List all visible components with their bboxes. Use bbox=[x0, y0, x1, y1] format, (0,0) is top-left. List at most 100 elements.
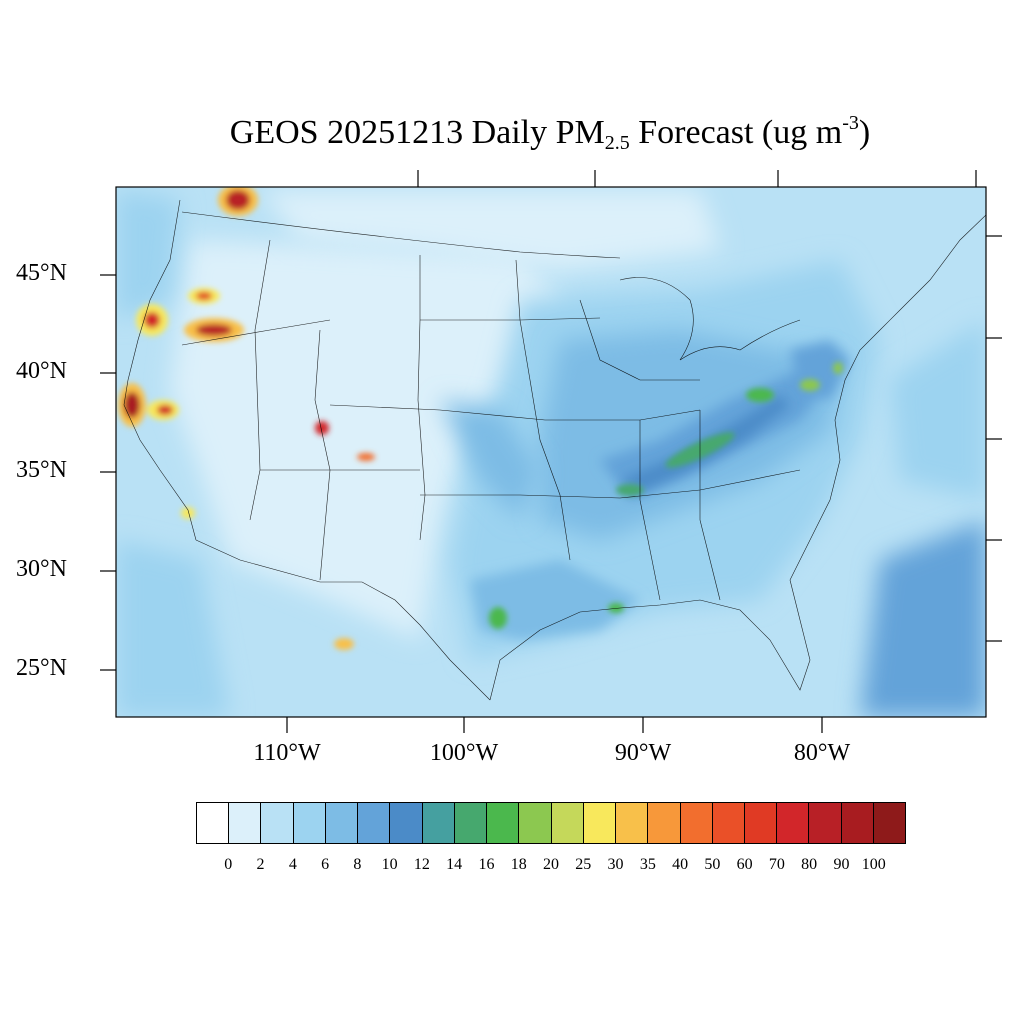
state-line-11 bbox=[699, 410, 721, 601]
hotspot-oregon-north-inner bbox=[196, 292, 212, 300]
colorbar-swatch-4 bbox=[325, 803, 359, 843]
lon-label-100w: 100°W bbox=[429, 740, 499, 766]
hotspot-oregon-east-inner bbox=[196, 324, 232, 336]
field-pacific-nw bbox=[116, 190, 180, 320]
state-line-2 bbox=[181, 319, 331, 346]
colorbar-swatch-0 bbox=[197, 803, 230, 843]
map-frame bbox=[115, 186, 987, 718]
colorbar-tick-label: 4 bbox=[288, 856, 297, 873]
lat-label-40: 40°N bbox=[16, 358, 67, 384]
colorbar-swatch-11 bbox=[551, 803, 584, 843]
title-subscript: 2.5 bbox=[604, 132, 630, 154]
hotspot-tn-green bbox=[616, 484, 644, 496]
colorbar-swatch-16 bbox=[712, 803, 745, 843]
colorbar-tick-label: 14 bbox=[446, 856, 463, 873]
colorbar-tick-label: 20 bbox=[543, 856, 559, 873]
colorbar-tick-label: 0 bbox=[224, 856, 233, 873]
colorbar-swatch-21 bbox=[873, 803, 906, 843]
colorbar-swatch-17 bbox=[744, 803, 778, 843]
colorbar-swatch-9 bbox=[487, 803, 520, 843]
colorbar-swatch-8 bbox=[454, 803, 488, 843]
hotspot-texas-green bbox=[489, 607, 507, 629]
colorbar-tick-label: 70 bbox=[768, 856, 785, 873]
lon-label-80w: 80°W bbox=[793, 740, 851, 766]
field-gulf-coast bbox=[470, 560, 640, 640]
state-line-3 bbox=[314, 329, 331, 581]
lon-label-90w: 90°W bbox=[614, 740, 672, 766]
colorbar-swatch-6 bbox=[390, 803, 423, 843]
hotspot-idaho-north-inner bbox=[226, 190, 250, 210]
great-lakes bbox=[619, 277, 801, 361]
state-line-9 bbox=[420, 317, 601, 321]
colorbar-tick-label: 2 bbox=[256, 856, 265, 873]
hotspot-louisiana-green bbox=[608, 603, 624, 613]
hotspot-pa-green bbox=[800, 379, 820, 391]
lon-label-110w: 110°W bbox=[253, 740, 321, 766]
hotspot-nj-green bbox=[833, 362, 843, 374]
fire-hotspots bbox=[118, 187, 375, 650]
colorbar-swatch-20 bbox=[841, 803, 874, 843]
field-plains-band bbox=[440, 400, 540, 520]
colorbar-tick-label: 80 bbox=[801, 856, 818, 873]
hotspot-colorado-sw bbox=[315, 421, 329, 435]
state-line-4 bbox=[417, 255, 426, 541]
colorbar-tick-label: 30 bbox=[607, 856, 624, 873]
title-mid: Forecast (ug m bbox=[629, 114, 843, 151]
lat-label-30: 30°N bbox=[16, 556, 67, 582]
hotspot-newmexico-n bbox=[357, 453, 375, 461]
colorbar-swatch-13 bbox=[616, 803, 649, 843]
hotspot-sierra-inner bbox=[157, 405, 173, 415]
colorbar-tick-label: 10 bbox=[381, 856, 398, 873]
state-line-7 bbox=[420, 469, 801, 499]
hotspot-indiana-green bbox=[746, 388, 774, 402]
colorbar-tick-label: 90 bbox=[833, 856, 850, 873]
atlantic-coast bbox=[789, 214, 986, 581]
title-prefix: GEOS 20251213 Daily PM bbox=[229, 114, 605, 151]
map-ticks bbox=[100, 170, 1002, 733]
field-atlantic-se bbox=[860, 520, 986, 717]
colorbar-tick-label: 12 bbox=[413, 856, 430, 873]
colorbar-tick-label: 25 bbox=[575, 856, 592, 873]
field-atlantic-ne bbox=[890, 320, 986, 500]
colorbar-swatch-14 bbox=[648, 803, 681, 843]
colorbar-tick-label: 60 bbox=[736, 856, 753, 873]
state-line-10 bbox=[639, 420, 661, 601]
colorbar-swatch-18 bbox=[777, 803, 810, 843]
colorbar-swatch-10 bbox=[519, 803, 552, 843]
state-line-12 bbox=[579, 299, 700, 381]
colorbar-tick-label: 35 bbox=[639, 856, 656, 873]
colorbar-swatch-12 bbox=[583, 803, 617, 843]
state-line-6 bbox=[329, 404, 701, 421]
field-west-light bbox=[170, 240, 560, 640]
colorbar-swatch-3 bbox=[293, 803, 326, 843]
colorbar-tick-label: 50 bbox=[704, 856, 721, 873]
colorbar-swatch-2 bbox=[261, 803, 294, 843]
lat-label-35: 35°N bbox=[16, 457, 67, 483]
colorbar-swatch-7 bbox=[422, 803, 455, 843]
title-suffix: ) bbox=[858, 114, 871, 151]
state-line-5 bbox=[515, 259, 571, 561]
state-line-1 bbox=[249, 239, 271, 521]
gulf-coast bbox=[489, 579, 811, 701]
colorbar-tick-label: 8 bbox=[353, 856, 362, 873]
colorbar-swatch-1 bbox=[229, 803, 262, 843]
colorbar-tick-label: 40 bbox=[672, 856, 689, 873]
field-canada-light bbox=[260, 190, 720, 270]
colorbar bbox=[196, 802, 906, 844]
colorbar-swatch-15 bbox=[680, 803, 713, 843]
colorbar-swatch-19 bbox=[809, 803, 842, 843]
colorbar-tick-label: 18 bbox=[510, 856, 527, 873]
colorbar-tick-label: 16 bbox=[478, 856, 495, 873]
us-mexico-border bbox=[195, 539, 491, 701]
pm25-field bbox=[116, 187, 986, 717]
chart-title: GEOS 20251213 Daily PM2.5 Forecast (ug m… bbox=[0, 112, 1024, 155]
us-canada-border bbox=[181, 211, 621, 259]
title-superscript: -3 bbox=[842, 112, 859, 134]
pacific-coast bbox=[123, 199, 197, 541]
colorbar-tick-label: 100 bbox=[861, 856, 886, 873]
field-pacific-sw bbox=[116, 540, 230, 717]
lat-label-45: 45°N bbox=[16, 260, 67, 286]
boundary-lines bbox=[123, 199, 986, 701]
hotspot-norcal-inner bbox=[124, 392, 140, 418]
